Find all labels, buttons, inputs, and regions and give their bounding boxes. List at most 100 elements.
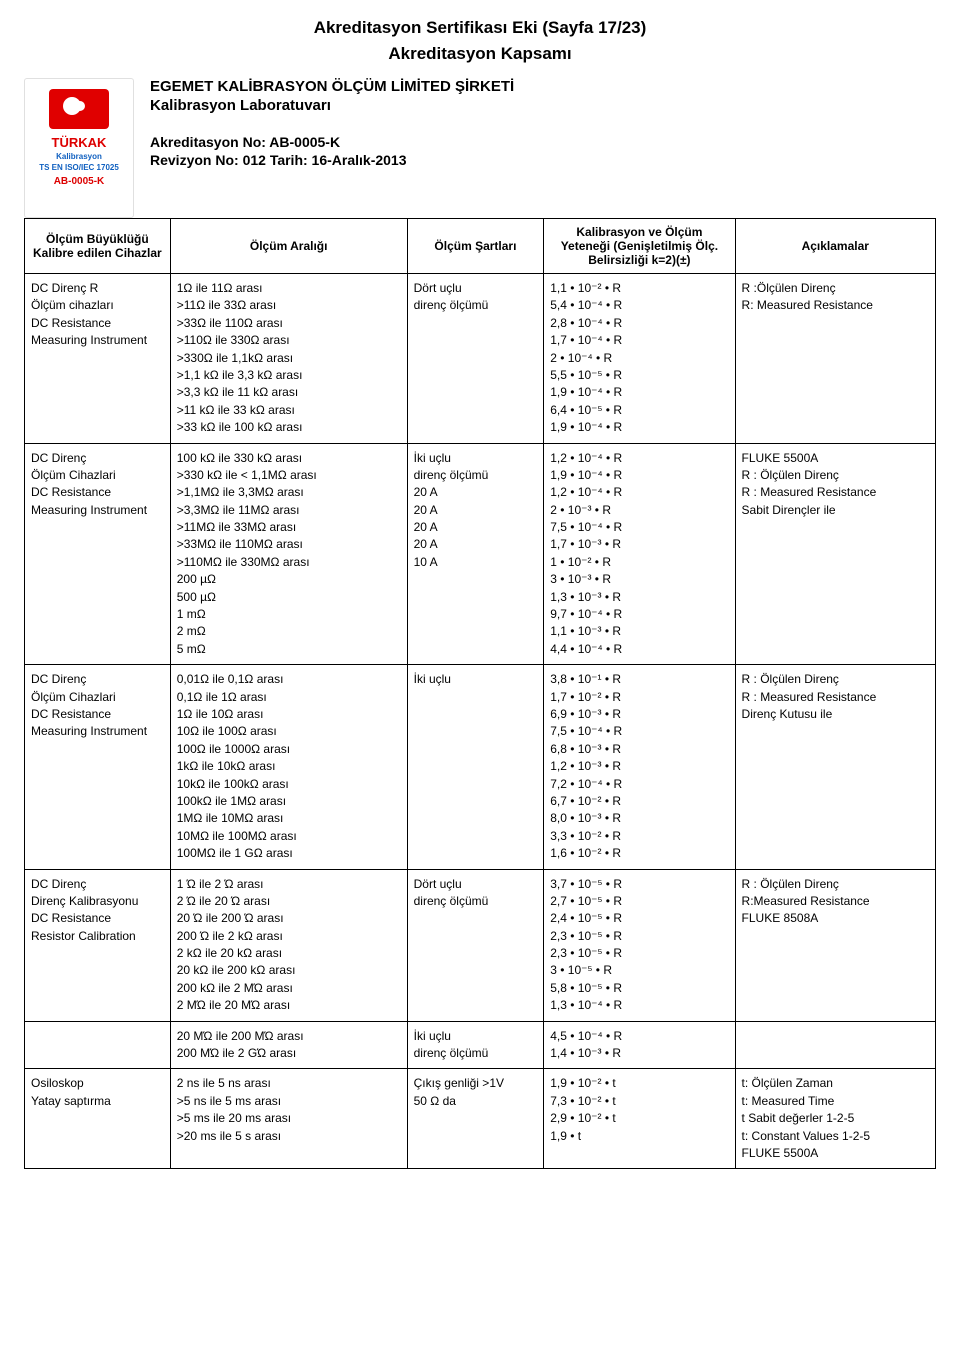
cell-line: >11Ω ile 33Ω arası <box>177 297 401 314</box>
table-header: Ölçüm Büyüklüğü Kalibre edilen Cihazlar … <box>25 219 936 274</box>
cell-line: t: Constant Values 1-2-5 <box>742 1128 929 1145</box>
cell-line: 1,1 • 10⁻³ • R <box>550 623 728 640</box>
cell-line: 1,2 • 10⁻³ • R <box>550 758 728 775</box>
cell-line: 200 MΏ ile 2 GΏ arası <box>177 1045 401 1062</box>
cell-line: 1,6 • 10⁻² • R <box>550 845 728 862</box>
cell-line: R: Measured Resistance <box>742 297 929 314</box>
table-row: 20 MΏ ile 200 MΏ arası200 MΏ ile 2 GΏ ar… <box>25 1021 936 1069</box>
org-line2: Kalibrasyon Laboratuvarı <box>150 97 936 114</box>
cell-line: 1,7 • 10⁻³ • R <box>550 536 728 553</box>
cell-line: 7,5 • 10⁻⁴ • R <box>550 519 728 536</box>
cell-line: Measuring Instrument <box>31 502 164 519</box>
turkak-logo: TÜRKAK Kalibrasyon TS EN ISO/IEC 17025 A… <box>24 78 134 218</box>
cell-line: DC Direnç R <box>31 280 164 297</box>
cell-line: 200 Ώ ile 2 kΩ arası <box>177 928 401 945</box>
cell-line: 0,01Ω ile 0,1Ω arası <box>177 671 401 688</box>
cell-c4: 3,8 • 10⁻¹ • R1,7 • 10⁻² • R6,9 • 10⁻³ •… <box>544 665 735 869</box>
turkak-flag-icon <box>49 89 109 129</box>
cell-line: R : Measured Resistance <box>742 689 929 706</box>
cell-c3: İki uçludirenç ölçümü20 A20 A20 A20 A10 … <box>407 443 544 665</box>
cell-c1: OsiloskopYatay saptırma <box>25 1069 171 1169</box>
cell-line: Direnç Kutusu ile <box>742 706 929 723</box>
cell-line: >20 ms ile 5 s arası <box>177 1128 401 1145</box>
cell-line: Osiloskop <box>31 1075 164 1092</box>
accreditation-number: Akreditasyon No: AB-0005-K <box>150 134 936 150</box>
cell-line: 5,5 • 10⁻⁵ • R <box>550 367 728 384</box>
cell-line: FLUKE 5500A <box>742 1145 929 1162</box>
cell-line: 1,7 • 10⁻² • R <box>550 689 728 706</box>
cell-c5: R :Ölçülen DirençR: Measured Resistance <box>735 274 935 444</box>
cell-c4: 1,9 • 10⁻² • t7,3 • 10⁻² • t2,9 • 10⁻² •… <box>544 1069 735 1169</box>
cell-line: 10Ω ile 100Ω arası <box>177 723 401 740</box>
cell-line: 2 kΩ ile 20 kΩ arası <box>177 945 401 962</box>
cell-line: R :Ölçülen Direnç <box>742 280 929 297</box>
cell-line: DC Resistance <box>31 484 164 501</box>
cell-line: Sabit Dirençler ile <box>742 502 929 519</box>
cell-line: 8,0 • 10⁻³ • R <box>550 810 728 827</box>
cell-line: 4,5 • 10⁻⁴ • R <box>550 1028 728 1045</box>
cell-line: 500 µΩ <box>177 589 401 606</box>
cell-line: >33MΩ ile 110MΩ arası <box>177 536 401 553</box>
cell-line: 20 Ώ ile 200 Ώ arası <box>177 910 401 927</box>
cell-line: 1,9 • 10⁻⁴ • R <box>550 419 728 436</box>
cell-line: FLUKE 5500A <box>742 450 929 467</box>
cell-c5: R : Ölçülen DirençR:Measured ResistanceF… <box>735 869 935 1021</box>
cell-c2: 0,01Ω ile 0,1Ω arası0,1Ω ile 1Ω arası1Ω … <box>170 665 407 869</box>
cell-line: 200 µΩ <box>177 571 401 588</box>
cell-line: direnç ölçümü <box>414 467 538 484</box>
cell-line: 2 ns ile 5 ns arası <box>177 1075 401 1092</box>
cell-line: 100 kΩ ile 330 kΩ arası <box>177 450 401 467</box>
cell-line: direnç ölçümü <box>414 1045 538 1062</box>
cell-line: 3 • 10⁻³ • R <box>550 571 728 588</box>
cell-line: >1,1MΩ ile 3,3MΩ arası <box>177 484 401 501</box>
cell-line: 1,3 • 10⁻⁴ • R <box>550 997 728 1014</box>
cell-c2: 1Ω ile 11Ω arası>11Ω ile 33Ω arası>33Ω i… <box>170 274 407 444</box>
cell-line: t Sabit değerler 1-2-5 <box>742 1110 929 1127</box>
cell-line: 6,9 • 10⁻³ • R <box>550 706 728 723</box>
cell-c3: İki uçlu <box>407 665 544 869</box>
table-row: OsiloskopYatay saptırma 2 ns ile 5 ns ara… <box>25 1069 936 1169</box>
cell-c5: R : Ölçülen DirençR : Measured Resistanc… <box>735 665 935 869</box>
cell-line: Ölçüm Cihazlari <box>31 689 164 706</box>
turkak-brand: TÜRKAK <box>52 135 107 150</box>
table-row: DC Direnç RÖlçüm cihazlarıDC ResistanceM… <box>25 274 936 444</box>
cell-line: 20 MΏ ile 200 MΏ arası <box>177 1028 401 1045</box>
turkak-sub: Kalibrasyon <box>56 152 102 161</box>
cell-line: 2,3 • 10⁻⁵ • R <box>550 928 728 945</box>
cell-line: 50 Ω da <box>414 1093 538 1110</box>
cell-c5: t: Ölçülen Zamant: Measured Timet Sabit … <box>735 1069 935 1169</box>
cell-line: >3,3MΩ ile 11MΩ arası <box>177 502 401 519</box>
turkak-iso: TS EN ISO/IEC 17025 <box>39 163 119 172</box>
cell-line: >3,3 kΩ ile 11 kΩ arası <box>177 384 401 401</box>
cell-line: 0,1Ω ile 1Ω arası <box>177 689 401 706</box>
cell-line: 10MΩ ile 100MΩ arası <box>177 828 401 845</box>
cell-line: İki uçlu <box>414 1028 538 1045</box>
cell-line: R : Measured Resistance <box>742 484 929 501</box>
cell-line: 1Ω ile 11Ω arası <box>177 280 401 297</box>
cell-line: 20 A <box>414 536 538 553</box>
cell-line: 100kΩ ile 1MΩ arası <box>177 793 401 810</box>
cell-line: 7,2 • 10⁻⁴ • R <box>550 776 728 793</box>
cell-line: t: Measured Time <box>742 1093 929 1110</box>
turkak-code: AB-0005-K <box>54 176 105 187</box>
cell-line: 2,9 • 10⁻² • t <box>550 1110 728 1127</box>
cell-line: DC Resistance <box>31 910 164 927</box>
cell-line: 2,4 • 10⁻⁵ • R <box>550 910 728 927</box>
cell-line: Measuring Instrument <box>31 332 164 349</box>
cell-line: İki uçlu <box>414 450 538 467</box>
cell-line: 9,7 • 10⁻⁴ • R <box>550 606 728 623</box>
cell-line: >110Ω ile 330Ω arası <box>177 332 401 349</box>
cell-c4: 3,7 • 10⁻⁵ • R2,7 • 10⁻⁵ • R2,4 • 10⁻⁵ •… <box>544 869 735 1021</box>
cell-line: 1,3 • 10⁻³ • R <box>550 589 728 606</box>
cell-line: >11 kΩ ile 33 kΩ arası <box>177 402 401 419</box>
cell-line: 20 A <box>414 519 538 536</box>
cell-line: DC Direnç <box>31 671 164 688</box>
cell-line: 2 • 10⁻⁴ • R <box>550 350 728 367</box>
cell-line: 3 • 10⁻⁵ • R <box>550 962 728 979</box>
cell-c1: DC DirençÖlçüm CihazlariDC ResistanceMea… <box>25 443 171 665</box>
cell-line: 2 • 10⁻³ • R <box>550 502 728 519</box>
cell-line: direnç ölçümü <box>414 893 538 910</box>
cell-line: >1,1 kΩ ile 3,3 kΩ arası <box>177 367 401 384</box>
cell-line: R : Ölçülen Direnç <box>742 671 929 688</box>
cell-line: Dört uçlu <box>414 876 538 893</box>
